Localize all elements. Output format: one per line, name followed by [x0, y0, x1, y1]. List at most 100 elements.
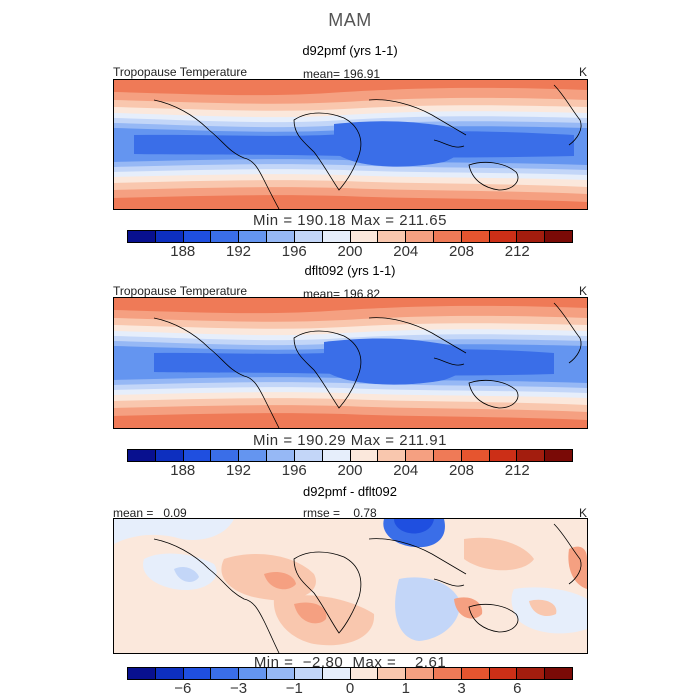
panel-3-minmax: Min = −2.80 Max = 2.61 — [253, 654, 447, 671]
colorbar-swatch — [378, 450, 407, 461]
panel-3-rmse: rmse = 0.78 — [303, 506, 377, 520]
band-warmpool — [324, 338, 471, 385]
colorbar-tick-label: 192 — [225, 462, 252, 479]
diff-nw — [114, 519, 234, 544]
colorbar-tick-label: 212 — [504, 462, 530, 479]
panel-2-coastlines — [153, 302, 582, 428]
colorbar-swatch — [433, 450, 462, 461]
panel-3-contours — [114, 519, 587, 653]
colorbar-swatch — [350, 231, 379, 242]
coast-americas — [153, 317, 280, 428]
diff-ne — [568, 546, 587, 589]
colorbar-swatch — [378, 231, 407, 242]
panel-1-coastlines — [153, 84, 582, 209]
coast-australia — [468, 161, 519, 191]
colorbar-swatch — [239, 231, 268, 242]
panel-2-colorbar-ticks: 188 192 196 200 204 208 212 — [127, 462, 573, 480]
panel-3-map — [113, 518, 588, 654]
colorbar-tick-label: 200 — [337, 462, 363, 479]
diff-safr-core — [294, 602, 327, 624]
colorbar-tick-label: 208 — [448, 462, 475, 479]
panel-2-title: dflt092 (yrs 1-1) — [304, 263, 396, 278]
colorbar-tick-label: −1 — [285, 680, 303, 697]
panel-3-units: K — [579, 506, 588, 520]
diff-io — [395, 577, 460, 641]
colorbar-swatch — [155, 450, 184, 461]
colorbar-tick-label: 6 — [513, 680, 522, 697]
panel-2-field-label: Tropopause Temperature — [113, 284, 248, 298]
panel-3-mean: mean = 0.09 — [113, 506, 187, 520]
panel-1-colorbar — [127, 230, 573, 243]
colorbar-swatch — [294, 668, 323, 679]
coast-australia — [468, 379, 519, 409]
panel-2-colorbar — [127, 449, 573, 462]
colorbar-swatch — [489, 668, 518, 679]
colorbar-tick-label: 204 — [393, 462, 419, 479]
diff-wpac — [464, 537, 534, 571]
colorbar-swatch — [545, 668, 572, 679]
colorbar-tick-label: 196 — [281, 462, 307, 479]
colorbar-swatch — [406, 231, 434, 242]
diff-aus — [454, 597, 483, 619]
diff-asia-core — [394, 519, 434, 534]
colorbar-swatch — [461, 231, 490, 242]
colorbar-tick-label: 1 — [401, 680, 410, 697]
panel-1-map-svg — [114, 80, 587, 209]
coast-americas — [153, 538, 280, 653]
colorbar-swatch — [322, 450, 351, 461]
colorbar-tick-label: −6 — [174, 680, 192, 697]
colorbar-swatch — [517, 231, 546, 242]
colorbar-swatch — [128, 450, 156, 461]
colorbar-swatch — [267, 668, 295, 679]
panel-3-colorbar — [127, 667, 573, 680]
colorbar-tick-label: 192 — [225, 243, 252, 260]
coast-africa — [293, 112, 362, 191]
colorbar-swatch — [433, 668, 462, 679]
coast-africa — [293, 551, 362, 634]
panel-2-units: K — [579, 284, 588, 298]
colorbar-swatch — [128, 231, 156, 242]
coast-east-americas — [553, 84, 582, 146]
colorbar-swatch — [350, 668, 379, 679]
colorbar-tick-label: 188 — [170, 462, 196, 479]
colorbar-tick-label: 212 — [504, 243, 530, 260]
colorbar-swatch — [350, 450, 379, 461]
colorbar-tick-label: 196 — [281, 243, 307, 260]
colorbar-swatch — [378, 668, 407, 679]
band-warmpool — [334, 121, 467, 167]
colorbar-swatch — [183, 231, 212, 242]
panel-1-map — [113, 79, 588, 210]
colorbar-swatch — [406, 450, 434, 461]
colorbar-tick-label: 0 — [345, 680, 355, 697]
panel-1-title: d92pmf (yrs 1-1) — [302, 43, 398, 58]
colorbar-tick-label: −3 — [229, 680, 248, 697]
panel-1-colorbar-ticks: 188 192 196 200 204 208 212 — [127, 243, 573, 261]
panel-2-map — [113, 297, 588, 429]
colorbar-swatch — [183, 450, 212, 461]
colorbar-swatch — [433, 231, 462, 242]
colorbar-swatch — [545, 450, 572, 461]
colorbar-swatch — [461, 450, 490, 461]
colorbar-swatch — [461, 668, 490, 679]
coast-africa — [293, 330, 362, 409]
colorbar-swatch — [517, 668, 546, 679]
colorbar-swatch — [517, 450, 546, 461]
colorbar-swatch — [183, 668, 212, 679]
coast-east-americas — [553, 523, 582, 585]
panel-2-map-svg — [114, 298, 587, 428]
coast-australia — [468, 603, 519, 633]
panel-1-field-label: Tropopause Temperature — [113, 65, 248, 79]
panel-1-mean: mean= 196.91 — [303, 67, 381, 81]
colorbar-swatch — [545, 231, 572, 242]
panel-3-colorbar-ticks: −6 −3 −1 0 1 3 6 — [127, 680, 573, 698]
colorbar-swatch — [211, 668, 240, 679]
coast-americas — [153, 99, 280, 209]
panel-1-minmax: Min = 190.18 Max = 211.65 — [252, 212, 447, 229]
panel-3-coastlines — [153, 523, 582, 653]
panel-1-contours — [114, 80, 587, 209]
colorbar-swatch — [267, 231, 295, 242]
panel-3-title: d92pmf - dflt092 — [303, 484, 397, 499]
page-title: MAM — [328, 10, 372, 30]
panel-2-minmax: Min = 190.29 Max = 211.91 — [252, 432, 447, 449]
colorbar-swatch — [155, 231, 184, 242]
